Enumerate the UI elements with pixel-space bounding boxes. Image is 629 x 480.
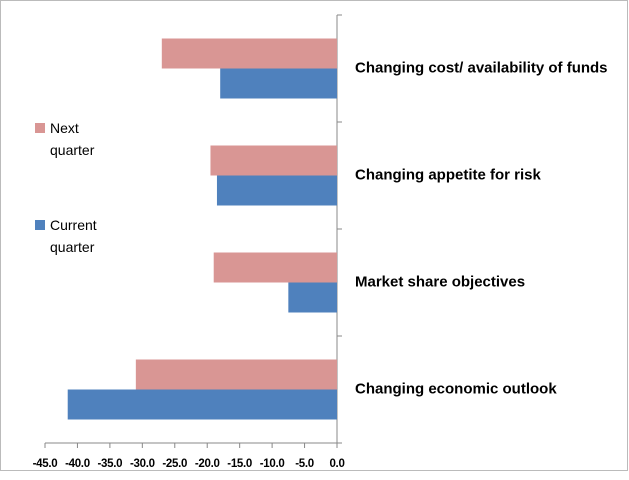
bar	[216, 175, 337, 206]
x-tick-label: -45.0	[33, 458, 58, 470]
x-tick-label: -20.0	[195, 458, 220, 470]
x-tick-label: -30.0	[130, 458, 155, 470]
category-label: Changing economic outlook	[355, 380, 557, 397]
bar	[210, 145, 337, 176]
legend-swatch	[35, 220, 45, 230]
bar	[135, 359, 337, 390]
category-label: Changing appetite for risk	[355, 166, 542, 183]
category-label: Changing cost/ availability of funds	[355, 59, 608, 76]
bar	[288, 282, 337, 313]
x-tick-label: -35.0	[98, 458, 123, 470]
legend-swatch	[35, 123, 45, 133]
x-tick-label: -40.0	[65, 458, 90, 470]
chart-border	[0, 0, 628, 471]
bar	[213, 252, 337, 283]
x-tick-label: -10.0	[260, 458, 285, 470]
x-tick-label: -25.0	[162, 458, 187, 470]
bar	[67, 389, 337, 420]
legend-label: Current quarter	[50, 217, 97, 255]
bar	[220, 68, 337, 99]
bar	[161, 38, 337, 69]
x-tick-label: -15.0	[227, 458, 252, 470]
x-tick-label: -5.0	[295, 458, 314, 470]
x-tick-label: 0.0	[329, 458, 344, 470]
legend-label: Next quarter	[50, 120, 95, 158]
category-label: Market share objectives	[355, 273, 525, 290]
